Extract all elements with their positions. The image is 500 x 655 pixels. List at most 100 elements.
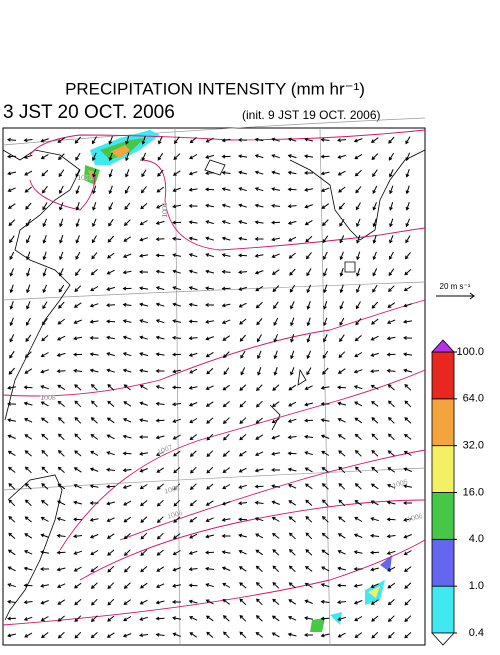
wind-arrow — [41, 433, 49, 440]
wind-arrow — [304, 467, 313, 473]
wind-arrow — [306, 317, 311, 327]
wind-arrow — [122, 335, 132, 340]
wind-arrow — [339, 235, 345, 244]
wind-arrow — [238, 154, 248, 159]
wind-arrow — [172, 236, 182, 241]
wind-arrow — [188, 583, 198, 588]
wind-arrow — [172, 319, 182, 324]
wind-arrow — [271, 269, 280, 275]
colorbar-label: 16.0 — [463, 486, 484, 498]
wind-arrow — [354, 169, 362, 177]
wind-arrow — [205, 137, 214, 143]
wind-arrow — [189, 418, 198, 424]
wind-arrow — [222, 599, 230, 605]
wind-arrow — [188, 187, 198, 192]
wind-arrow — [73, 336, 83, 341]
wind-arrow — [155, 600, 165, 605]
wind-arrow — [42, 284, 48, 294]
wind-arrow — [403, 467, 412, 472]
wind-arrow — [322, 367, 329, 375]
wind-arrow — [56, 550, 66, 555]
wind-arrow — [139, 616, 148, 621]
wind-arrow — [205, 236, 214, 241]
wind-arrow — [403, 303, 412, 308]
wind-arrow — [74, 615, 82, 622]
wind-arrow — [74, 582, 82, 589]
wind-arrow — [354, 153, 363, 160]
wind-arrow — [140, 186, 147, 194]
wind-arrow — [56, 369, 66, 374]
wind-arrow — [320, 137, 330, 142]
wind-arrow — [57, 500, 66, 506]
wind-arrow — [123, 516, 131, 523]
wind-arrow — [221, 303, 231, 308]
wind-arrow — [172, 335, 182, 340]
wind-arrow — [355, 466, 362, 474]
wind-arrow — [91, 400, 98, 408]
wind-arrow — [73, 484, 82, 489]
wind-arrow — [256, 384, 263, 391]
wind-arrow — [189, 533, 198, 539]
wind-arrow — [238, 203, 247, 208]
wind-arrow — [403, 550, 412, 556]
wind-arrow — [372, 218, 377, 228]
wind-arrow — [139, 435, 148, 440]
wind-arrow — [304, 219, 313, 226]
wind-arrow — [25, 483, 32, 490]
wind-arrow — [188, 269, 198, 274]
wind-arrow — [287, 435, 297, 440]
wind-arrow — [321, 516, 329, 523]
wind-arrow — [223, 631, 230, 639]
wind-arrow — [56, 533, 66, 538]
wind-arrow — [189, 616, 198, 621]
wind-arrow — [403, 484, 413, 489]
wind-arrow — [23, 401, 33, 406]
wind-arrow — [107, 235, 115, 243]
colorbar-segment — [431, 492, 455, 540]
wind-arrow — [205, 336, 214, 341]
wind-arrow — [124, 565, 131, 573]
colorbar-segment — [431, 585, 455, 634]
wind-arrow — [403, 517, 413, 522]
wind-arrow — [123, 549, 131, 556]
wind-arrow — [89, 484, 99, 489]
wind-arrow — [205, 566, 215, 571]
wind-arrow — [386, 352, 396, 357]
wind-arrow — [254, 270, 264, 275]
wind-arrow — [273, 334, 278, 343]
wind-arrow — [238, 467, 247, 473]
wind-arrow — [320, 599, 330, 604]
wind-arrow — [222, 417, 230, 424]
wind-arrow — [271, 253, 280, 258]
wind-arrow — [123, 401, 132, 407]
wind-arrow — [256, 334, 262, 343]
wind-arrow — [188, 385, 198, 390]
wind-arrow — [40, 138, 49, 143]
wind-arrow — [40, 616, 49, 622]
wind-arrow — [254, 236, 264, 241]
wind-arrow — [206, 367, 214, 375]
wind-arrow — [155, 220, 165, 225]
wind-arrow — [205, 517, 214, 522]
wind-arrow — [321, 203, 330, 209]
wind-arrow — [337, 600, 347, 605]
wind-arrow — [222, 384, 230, 391]
wind-arrow — [189, 154, 198, 160]
wind-arrow — [74, 285, 82, 292]
wind-arrow — [189, 516, 198, 523]
wind-arrow — [108, 218, 114, 227]
wind-arrow — [23, 616, 33, 621]
wind-arrow — [122, 434, 132, 439]
wind-arrow — [255, 400, 263, 408]
wind-arrow — [238, 566, 247, 572]
wind-arrow — [107, 615, 115, 622]
wind-arrow — [24, 450, 32, 457]
wind-arrow — [306, 268, 312, 277]
wind-arrow — [139, 352, 149, 357]
wind-arrow — [7, 187, 16, 192]
wind-arrow — [222, 335, 231, 341]
wind-arrow — [239, 417, 247, 424]
wind-arrow — [89, 352, 99, 357]
wind-arrow — [188, 336, 198, 341]
wind-arrow — [41, 335, 49, 342]
